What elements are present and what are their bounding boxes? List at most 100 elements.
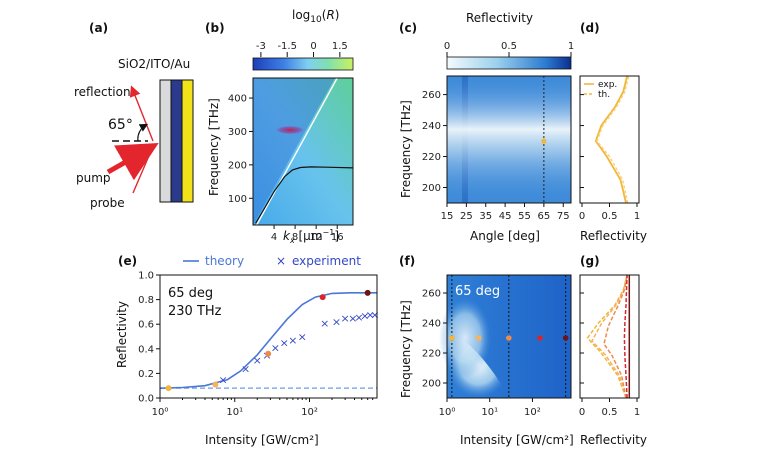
ito-layer [170,79,183,203]
legend-e-experiment-marker: × [276,254,286,268]
legend-d-exp: exp. [598,80,617,90]
xtick-label-g: 0 [579,407,585,418]
xtick-label-c: 25 [460,211,473,222]
experiment-point-e: × [370,308,379,321]
xlabel-d: Reflectivity [580,229,647,243]
xtick-label-c: 65 [538,211,551,222]
plot-area-d [580,76,639,203]
pump-label: pump [76,171,111,185]
experiment-point-e: × [341,312,350,325]
marker-f [475,335,482,341]
ytick-label-f: 220 [422,349,441,360]
experiment-point-e: × [288,334,297,347]
colorbar-b-tick-label: 0 [310,41,316,52]
ytick-label-f: 240 [422,319,441,330]
xtick-label-b: 8 [292,232,298,243]
colorbar-c-tick-label: 0.5 [501,41,517,52]
xtick-label-e: 10¹ [226,407,243,418]
reflection-label: reflection [74,85,131,99]
plot-area-e [160,275,377,398]
marker-e [212,381,219,388]
xtick-label-b: 4 [271,232,277,243]
xtick-label-d: 0 [579,211,585,222]
heatmap-c-resonance [447,76,571,203]
legend-e-theory: theory [205,254,244,268]
legend-e: theory × experiment [183,254,361,268]
panel-label-a: (a) [89,21,108,35]
panel-label-e: (e) [118,254,137,268]
heatmap-f-resonance [439,298,491,378]
xtick-label-b: 16 [331,232,344,243]
marker-e [319,294,326,301]
axes-b [252,77,354,226]
experiment-point-e: × [241,362,250,375]
series-g [603,274,628,399]
ytick-label-c: 200 [422,183,441,194]
panel-e: (e) theory × experiment ××××××××××××××××… [115,254,380,447]
xtick-label-c: 35 [479,211,492,222]
marker-c [541,138,547,144]
xtick-label-d: 0.5 [602,211,618,222]
axes-e [159,274,378,399]
ytick-label-e: 0.8 [138,295,154,306]
reflection-arrow [129,85,154,142]
colorbar-c-tick-label: 0 [444,41,450,52]
panel-b: (b) log10(R) -3 -1.5 0 1.5 4 8 12 16 100 200 300 4… [205,8,354,245]
probe-arrow [132,143,155,194]
xlabel-g: Reflectivity [580,433,647,447]
experiment-point-e: × [366,308,375,321]
experiment-point-e: × [348,312,357,325]
xlabel-c: Angle [deg] [470,229,540,243]
xtick-label-f: 10¹ [481,407,498,418]
experiment-point-e: × [298,331,307,344]
angle-arc [137,123,149,142]
panel-label-g: (g) [580,254,600,268]
ylabel-f: Frequency [THz] [399,300,413,398]
xtick-label-g: 1 [634,407,640,418]
experiment-point-e: × [219,374,228,387]
xtick-label-b: 12 [310,232,323,243]
sio2-layer [159,79,172,203]
panel-d: (d) 0 0.5 1 exp. th. Reflectivity [579,21,647,243]
xtick-label-c: 45 [499,211,512,222]
annotation-f: 65 deg [455,284,500,299]
probe-label: probe [90,196,125,210]
series-g [586,274,628,399]
marker-e [364,289,371,296]
panel-label-f: (f) [399,254,415,268]
ytick-label-f: 200 [422,379,441,390]
xtick-label-f: 10⁰ [439,407,456,418]
xtick-label-c: 15 [441,211,454,222]
axes-f [446,274,572,399]
experiment-point-e: × [271,342,280,355]
experiment-point-e: × [354,311,363,324]
series-d-exp [594,75,628,204]
panel-label-c: (c) [399,21,417,35]
heatmap-b-upper-region [253,78,335,225]
colorbar-b-tick-label: 1.5 [332,41,348,52]
ytick-label-b: 100 [228,194,247,205]
xlabel-b: kx [µm−1] [283,228,339,245]
colorbar-b-tick-label: -3 [256,41,266,52]
xlabel-e: Intensity [GW/cm²] [205,433,319,447]
panel-label-d: (d) [580,21,600,35]
ylabel-b: Frequency [THz] [207,98,221,196]
experiment-point-e: × [320,317,329,330]
dispersion-line-b [255,166,354,224]
xtick-label-d: 1 [634,211,640,222]
light-line-b [252,77,338,233]
ytick-label-b: 300 [228,127,247,138]
marker-f [537,335,543,341]
angle-label: 65° [108,117,133,133]
ytick-label-e: 0.4 [138,344,154,355]
panel-f: (f) 10⁰ 10¹ 10² 200 220 240 260 65 deg Intensi… [399,254,574,447]
ylabel-c: Frequency [THz] [399,100,413,198]
title-e-line2: 230 THz [168,304,222,319]
axes-c [446,75,572,204]
ytick-label-e: 1.0 [138,271,154,282]
experiment-point-e: × [332,316,341,329]
ytick-label-c: 220 [422,152,441,163]
ytick-label-b: 400 [228,94,247,105]
ytick-label-e: 0.6 [138,320,154,331]
series-g [590,274,628,399]
